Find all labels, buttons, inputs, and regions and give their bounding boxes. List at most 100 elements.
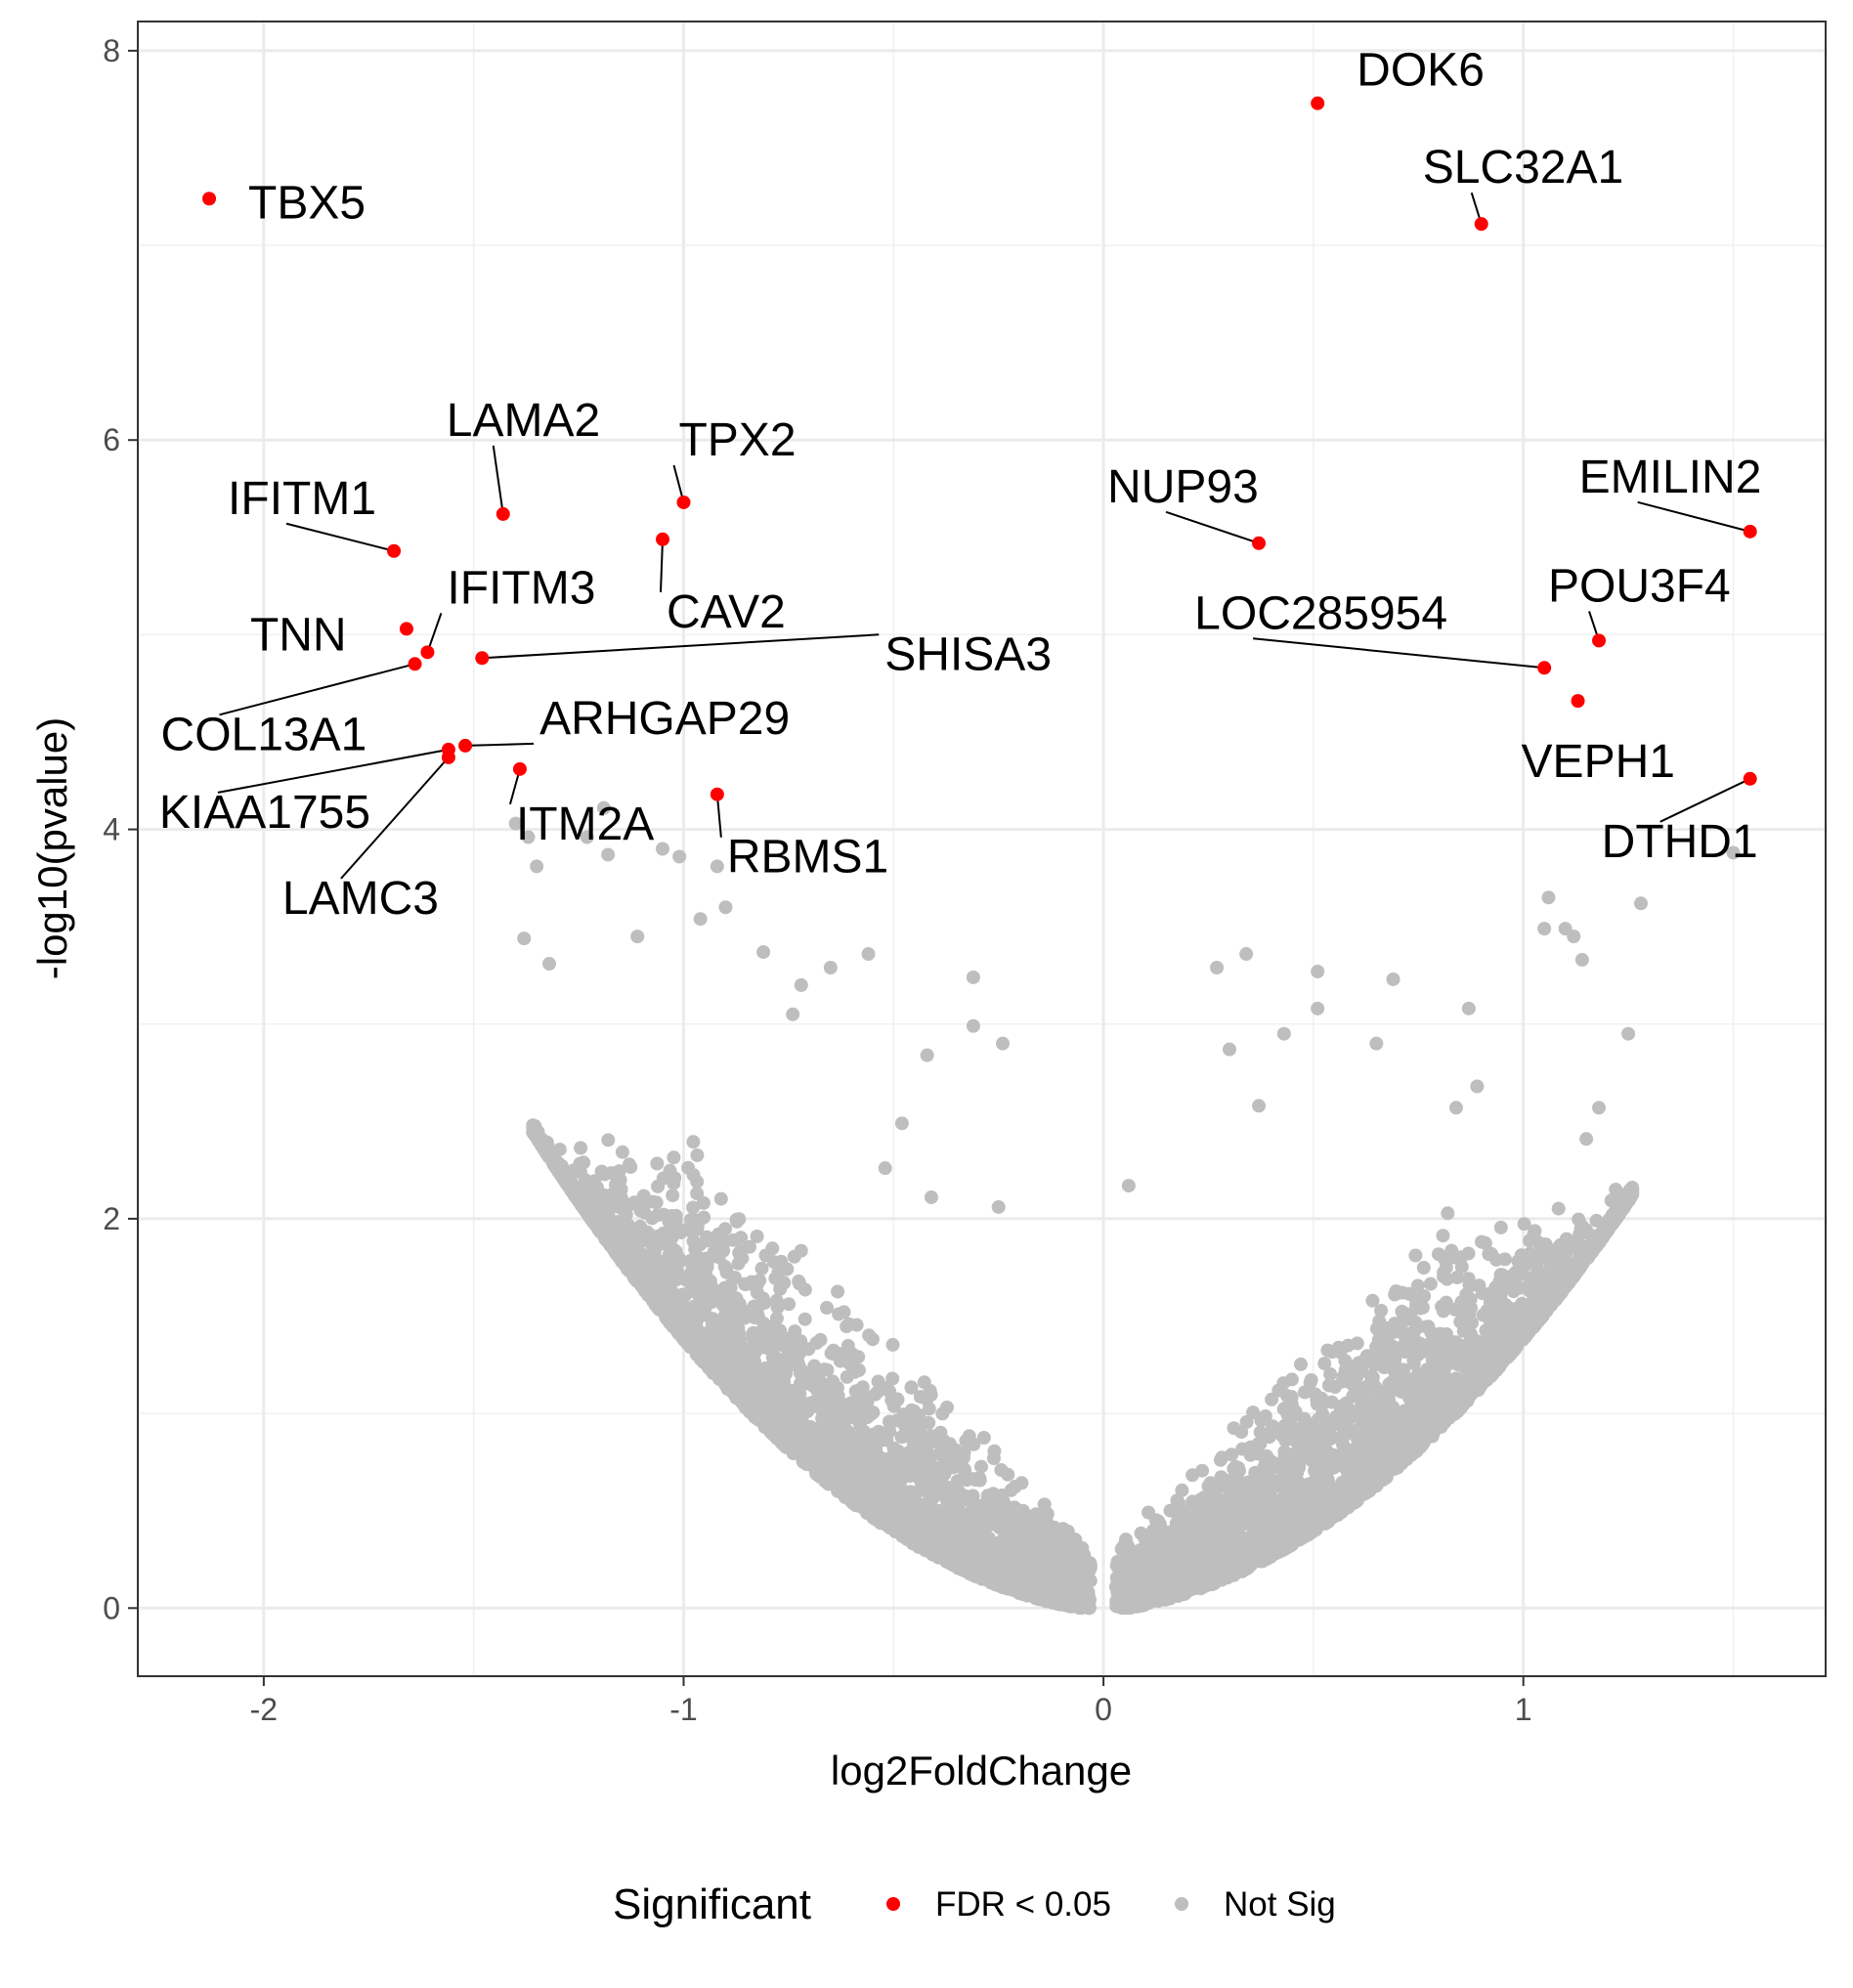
not-sig-point xyxy=(1408,1316,1423,1329)
not-sig-point xyxy=(898,1429,913,1444)
not-sig-point xyxy=(1300,1488,1314,1501)
not-sig-point xyxy=(1403,1420,1418,1435)
not-sig-point xyxy=(884,1511,898,1526)
not-sig-point xyxy=(1331,1488,1346,1502)
not-sig-point xyxy=(1493,1268,1508,1282)
not-sig-point xyxy=(1021,1553,1036,1568)
not-sig-point xyxy=(1269,1500,1283,1515)
not-sig-point xyxy=(615,1191,628,1206)
not-sig-point xyxy=(1365,1293,1380,1308)
not-sig-point xyxy=(1551,1201,1566,1216)
not-sig-point xyxy=(855,1481,870,1495)
not-sig-point xyxy=(978,1534,993,1549)
minor-gridlines xyxy=(138,22,1826,1676)
not-sig-point xyxy=(748,1311,762,1325)
not-sig-point xyxy=(1499,1279,1514,1294)
not-sig-point xyxy=(1382,1396,1397,1410)
not-sig-point xyxy=(666,1188,680,1203)
not-sig-point xyxy=(1449,1271,1464,1284)
not-sig-point xyxy=(739,1277,753,1292)
not-sig-point xyxy=(926,1491,940,1505)
not-sig-point xyxy=(1444,1243,1459,1258)
not-sig-point xyxy=(1341,1374,1356,1389)
not-sig-point xyxy=(650,1156,665,1171)
not-sig-point xyxy=(574,1141,588,1155)
not-sig-point xyxy=(792,1275,806,1288)
not-sig-point xyxy=(872,1483,886,1497)
not-sig-point xyxy=(779,1387,794,1402)
not-sig-point xyxy=(1073,1601,1088,1616)
not-sig-point xyxy=(1475,1286,1489,1301)
not-sig-point xyxy=(798,1375,813,1390)
not-sig-point xyxy=(723,1280,738,1295)
not-sig-point xyxy=(1562,1238,1576,1253)
not-sig-point xyxy=(787,1443,801,1457)
not-sig-point xyxy=(1389,1284,1403,1299)
not-sig-point xyxy=(785,1425,799,1439)
not-sig-point xyxy=(1210,1491,1225,1505)
not-sig-point xyxy=(901,1487,916,1501)
not-sig-point xyxy=(739,1373,754,1388)
not-sig-point xyxy=(895,1470,910,1485)
not-sig-point xyxy=(1523,1233,1537,1248)
not-sig-point xyxy=(811,1427,826,1442)
not-sig-point xyxy=(671,1326,686,1341)
not-sig-point xyxy=(713,1191,728,1206)
not-sig-point xyxy=(1461,1272,1476,1286)
not-sig-point xyxy=(758,1331,773,1346)
not-sig-point xyxy=(842,1357,857,1371)
not-sig-point xyxy=(816,1443,831,1457)
not-sig-point xyxy=(871,1385,885,1400)
not-sig-point xyxy=(959,1554,973,1569)
not-sig-point xyxy=(1310,1397,1324,1411)
not-sig-point xyxy=(855,1443,870,1457)
not-sig-point xyxy=(1338,1461,1353,1476)
not-sig-point xyxy=(922,1448,936,1462)
not-sig-point xyxy=(1213,1452,1228,1467)
not-sig-point xyxy=(813,1332,828,1347)
not-sig-point xyxy=(597,1167,612,1182)
not-sig-point xyxy=(891,1495,906,1510)
not-sig-point xyxy=(702,1281,716,1296)
not-sig-point xyxy=(1053,1587,1067,1602)
not-sig-point xyxy=(1359,1349,1374,1363)
not-sig-point xyxy=(1193,1492,1208,1507)
not-sig-point xyxy=(719,1291,734,1306)
not-sig-point xyxy=(729,1291,744,1306)
not-sig-point xyxy=(1493,1220,1508,1234)
not-sig-point xyxy=(1436,1304,1450,1318)
not-sig-point xyxy=(880,1433,894,1448)
not-sig-point xyxy=(976,1431,991,1445)
not-sig-point xyxy=(728,1389,743,1404)
not-sig-point xyxy=(826,1374,840,1389)
not-sig-point xyxy=(637,1261,652,1275)
not-sig-point xyxy=(1248,1465,1263,1480)
not-sig-point xyxy=(693,1348,707,1362)
not-sig-point xyxy=(926,1547,940,1562)
not-sig-point xyxy=(686,1336,701,1351)
not-sig-point xyxy=(714,1239,729,1254)
not-sig-point xyxy=(797,1312,812,1326)
not-sig-point xyxy=(839,1437,853,1451)
not-sig-point xyxy=(1146,1588,1161,1603)
not-sig-point xyxy=(1073,1567,1088,1581)
not-sig-point xyxy=(837,1305,851,1319)
not-sig-point xyxy=(1050,1569,1064,1583)
not-sig-point xyxy=(906,1439,921,1453)
not-sig-point xyxy=(750,1230,764,1243)
not-sig-point xyxy=(1222,1503,1236,1518)
not-sig-point xyxy=(1286,1471,1301,1486)
not-sig-point xyxy=(1490,1290,1505,1305)
not-sig-point xyxy=(1294,1357,1308,1371)
not-sig-point xyxy=(1304,1373,1318,1387)
not-sig-point xyxy=(1059,1534,1074,1549)
not-sig-point xyxy=(872,1424,885,1439)
not-sig-point xyxy=(1276,1376,1291,1391)
not-sig-point xyxy=(778,1403,793,1417)
not-sig-point xyxy=(945,1486,960,1500)
not-sig-point xyxy=(566,1184,581,1198)
not-sig-point xyxy=(787,1339,801,1354)
not-sig-point xyxy=(849,1318,864,1332)
not-sig-point xyxy=(588,1217,603,1232)
not-sig-point xyxy=(1075,1540,1090,1555)
